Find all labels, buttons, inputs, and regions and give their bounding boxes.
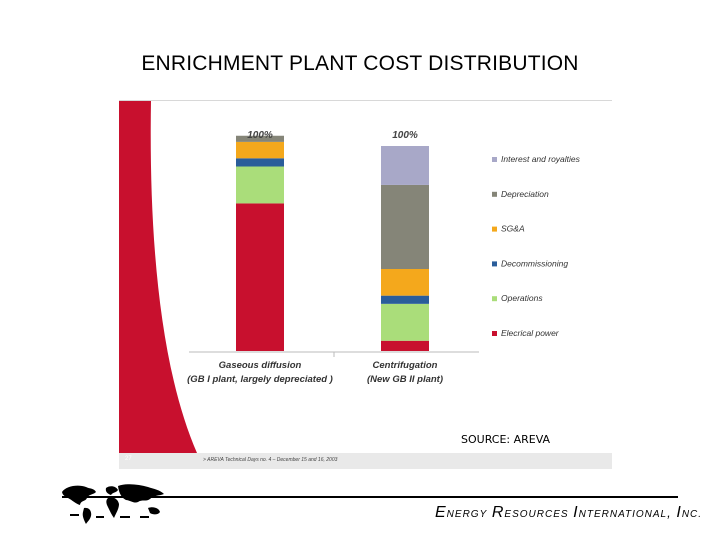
legend-swatch-sga: [492, 226, 497, 232]
legend-swatch-decommissioning: [492, 261, 497, 267]
legend-label-interest: Interest and royalties: [501, 154, 581, 164]
bar-1-power: [381, 340, 429, 351]
legend-swatch-depreciation: [492, 191, 497, 197]
legend-swatch-interest: [492, 157, 497, 162]
bar-0-depreciation: [236, 135, 284, 142]
stacked-bar-chart: 100% Gaseous diffusion (GB I plant, largel…: [187, 130, 581, 385]
slide-footer: 27 > AREVA Technical Days no. 4 – Decemb…: [119, 453, 612, 469]
company-name: ENERGY RESOURCES INTERNATIONAL, INC.: [435, 504, 703, 521]
red-band: [119, 101, 197, 453]
bar-1-interest: [381, 146, 429, 185]
bar-1-decommissioning: [381, 295, 429, 304]
category-label-0: Gaseous diffusion: [219, 360, 302, 371]
chart-slide: 100% Gaseous diffusion (GB I plant, largel…: [119, 100, 612, 469]
legend-label-decommissioning: Decommissioning: [501, 258, 568, 268]
world-map-logo: [62, 484, 164, 524]
bar-0-decommissioning: [236, 158, 284, 167]
slide-reference: > AREVA Technical Days no. 4 – December …: [203, 457, 338, 463]
bar-0-sga: [236, 141, 284, 159]
bar-1-depreciation: [381, 184, 429, 269]
total-label-1: 100%: [392, 130, 418, 141]
slide-page-number: 27: [125, 456, 132, 462]
bar-1-sga: [381, 269, 429, 296]
footer-rule: [62, 496, 678, 498]
bar-0-operations: [236, 166, 284, 204]
category-sublabel-1: (New GB II plant): [367, 374, 443, 385]
source-label: SOURCE: AREVA: [461, 433, 551, 446]
page-title: ENRICHMENT PLANT COST DISTRIBUTION: [141, 52, 579, 75]
legend-swatch-operations: [492, 296, 497, 302]
legend-swatch-power: [492, 331, 497, 336]
legend-label-sga: SG&A: [501, 224, 525, 234]
bar-1-operations: [381, 303, 429, 341]
legend-label-depreciation: Depreciation: [501, 189, 549, 199]
total-label-0: 100%: [247, 130, 273, 141]
bar-0-power: [236, 203, 284, 351]
legend-label-operations: Operations: [501, 293, 543, 303]
legend-label-power: Elecrical power: [501, 328, 560, 338]
category-sublabel-0: (GB I plant, largely depreciated ): [187, 374, 333, 385]
category-label-1: Centrifugation: [373, 360, 438, 371]
